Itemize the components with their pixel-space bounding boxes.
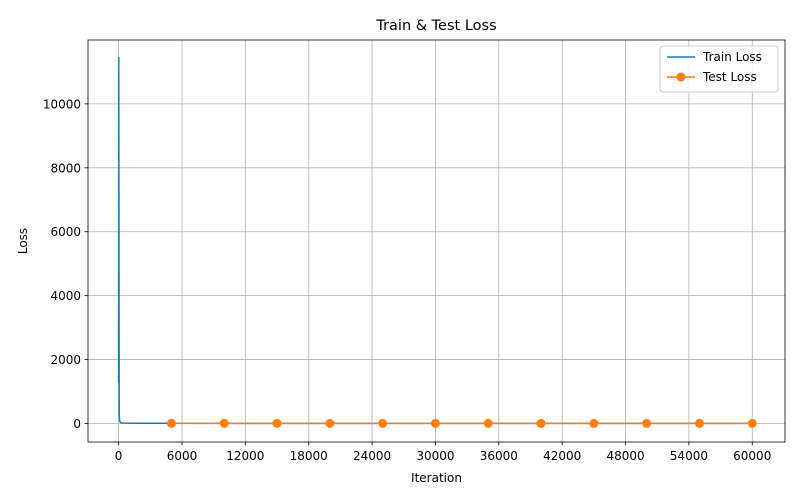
- plot-area: [117, 56, 757, 428]
- grid: [88, 40, 785, 442]
- x-axis-ticks: 0 6000 12000 18000 24000 30000 36000 42000 48000…: [115, 442, 771, 463]
- legend-marker-test: [676, 72, 686, 82]
- axes-frame: [87, 39, 786, 443]
- y-tick-label: 2000: [50, 353, 81, 367]
- x-tick-label: 36000: [480, 449, 518, 463]
- y-tick-label: 0: [73, 417, 81, 431]
- x-tick-label: 0: [115, 449, 123, 463]
- x-axis-title: Iteration: [411, 471, 462, 485]
- y-tick-label: 8000: [50, 161, 81, 175]
- x-tick-label: 48000: [606, 449, 644, 463]
- x-tick-label: 30000: [416, 449, 454, 463]
- test-loss-point: [747, 418, 757, 428]
- y-axis-title: Loss: [16, 228, 30, 254]
- y-tick-label: 4000: [50, 289, 81, 303]
- test-loss-point: [642, 418, 652, 428]
- x-tick-label: 24000: [353, 449, 391, 463]
- test-loss-point: [325, 418, 335, 428]
- x-tick-label: 42000: [543, 449, 581, 463]
- test-loss-point: [219, 418, 229, 428]
- test-loss-point: [589, 418, 599, 428]
- test-loss-point: [378, 418, 388, 428]
- test-loss-point: [694, 418, 704, 428]
- x-tick-label: 12000: [226, 449, 264, 463]
- chart-title: Train & Test Loss: [375, 18, 496, 34]
- x-tick-label: 60000: [733, 449, 771, 463]
- x-tick-label: 54000: [670, 449, 708, 463]
- test-loss-point: [430, 418, 440, 428]
- legend-label-test: Test Loss: [702, 70, 757, 84]
- test-loss-point: [483, 418, 493, 428]
- y-axis-ticks: 0 2000 4000 6000 8000 10000: [43, 97, 88, 431]
- test-loss-point: [536, 418, 546, 428]
- test-loss-point: [272, 418, 282, 428]
- legend: Train Loss Test Loss: [659, 45, 779, 93]
- y-tick-label: 10000: [43, 97, 81, 111]
- legend-label-train: Train Loss: [702, 50, 762, 64]
- y-tick-label: 6000: [50, 225, 81, 239]
- test-loss-point: [166, 418, 176, 428]
- x-tick-label: 18000: [290, 449, 328, 463]
- x-tick-label: 6000: [167, 449, 198, 463]
